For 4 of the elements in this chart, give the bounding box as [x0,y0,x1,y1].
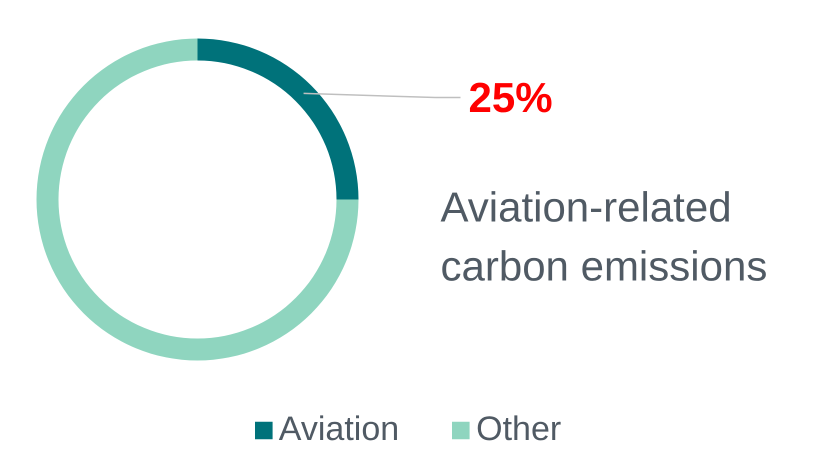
legend-label: Aviation [278,410,400,449]
legend-label: Other [476,410,562,449]
data-label: 25% [468,74,553,121]
text: Aviation-related carbon emissions [440,184,768,290]
